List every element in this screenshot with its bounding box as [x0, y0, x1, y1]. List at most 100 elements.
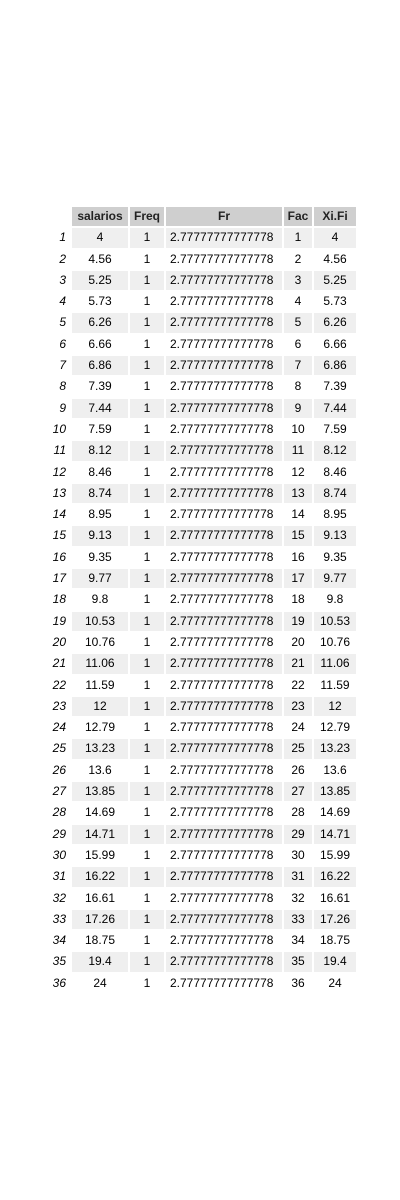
cell-salarios[interactable]: 12.79	[72, 718, 128, 738]
cell-fr[interactable]: 2.77777777777778	[166, 270, 282, 291]
cell-fac[interactable]: 19	[284, 611, 312, 631]
cell-salarios[interactable]: 18.75	[72, 931, 128, 951]
cell-fac[interactable]: 5	[284, 313, 312, 333]
cell-fac[interactable]: 31	[284, 867, 312, 887]
cell-fr[interactable]: 2.77777777777778	[166, 419, 282, 440]
cell-xifi[interactable]: 14.69	[314, 803, 356, 823]
cell-salarios[interactable]: 6.66	[72, 334, 128, 355]
cell-freq[interactable]: 1	[130, 270, 164, 291]
cell-xifi[interactable]: 9.77	[314, 569, 356, 589]
cell-freq[interactable]: 1	[130, 803, 164, 823]
cell-freq[interactable]: 1	[130, 888, 164, 908]
cell-salarios[interactable]: 5.73	[72, 292, 128, 312]
cell-fr[interactable]: 2.77777777777778	[166, 973, 282, 993]
cell-fr[interactable]: 2.77777777777778	[166, 803, 282, 823]
cell-salarios[interactable]: 6.86	[72, 356, 128, 376]
cell-freq[interactable]: 1	[130, 228, 164, 248]
cell-xifi[interactable]: 17.26	[314, 909, 356, 930]
cell-freq[interactable]: 1	[130, 782, 164, 802]
cell-salarios[interactable]: 8.12	[72, 441, 128, 461]
cell-fac[interactable]: 2	[284, 249, 312, 269]
cell-xifi[interactable]: 14.71	[314, 824, 356, 844]
cell-xifi[interactable]: 13.6	[314, 760, 356, 781]
cell-fr[interactable]: 2.77777777777778	[166, 313, 282, 333]
cell-freq[interactable]: 1	[130, 313, 164, 333]
cell-salarios[interactable]: 6.26	[72, 313, 128, 333]
cell-salarios[interactable]: 8.95	[72, 505, 128, 525]
cell-xifi[interactable]: 12.79	[314, 718, 356, 738]
cell-fr[interactable]: 2.77777777777778	[166, 377, 282, 397]
cell-fac[interactable]: 25	[284, 739, 312, 759]
cell-fac[interactable]: 6	[284, 334, 312, 355]
cell-freq[interactable]: 1	[130, 334, 164, 355]
cell-xifi[interactable]: 7.44	[314, 398, 356, 418]
cell-xifi[interactable]: 10.76	[314, 632, 356, 653]
cell-salarios[interactable]: 5.25	[72, 270, 128, 291]
cell-xifi[interactable]: 15.99	[314, 845, 356, 866]
cell-fac[interactable]: 20	[284, 632, 312, 653]
cell-fac[interactable]: 27	[284, 782, 312, 802]
column-header-fr[interactable]: Fr	[166, 207, 282, 227]
cell-freq[interactable]: 1	[130, 739, 164, 759]
cell-salarios[interactable]: 11.06	[72, 654, 128, 674]
cell-freq[interactable]: 1	[130, 377, 164, 397]
cell-salarios[interactable]: 9.35	[72, 547, 128, 568]
cell-fr[interactable]: 2.77777777777778	[166, 334, 282, 355]
cell-fac[interactable]: 13	[284, 483, 312, 504]
cell-freq[interactable]: 1	[130, 845, 164, 866]
cell-fr[interactable]: 2.77777777777778	[166, 590, 282, 610]
cell-xifi[interactable]: 11.59	[314, 675, 356, 695]
cell-xifi[interactable]: 8.95	[314, 505, 356, 525]
cell-salarios[interactable]: 7.39	[72, 377, 128, 397]
cell-fr[interactable]: 2.77777777777778	[166, 782, 282, 802]
cell-fac[interactable]: 15	[284, 526, 312, 546]
cell-fac[interactable]: 10	[284, 419, 312, 440]
cell-xifi[interactable]: 11.06	[314, 654, 356, 674]
column-header-xifi[interactable]: Xi.Fi	[314, 207, 356, 227]
cell-fac[interactable]: 26	[284, 760, 312, 781]
cell-freq[interactable]: 1	[130, 462, 164, 482]
cell-xifi[interactable]: 7.39	[314, 377, 356, 397]
cell-salarios[interactable]: 9.8	[72, 590, 128, 610]
cell-xifi[interactable]: 5.25	[314, 270, 356, 291]
cell-salarios[interactable]: 24	[72, 973, 128, 993]
cell-fac[interactable]: 21	[284, 654, 312, 674]
cell-xifi[interactable]: 19.4	[314, 952, 356, 972]
cell-freq[interactable]: 1	[130, 441, 164, 461]
cell-freq[interactable]: 1	[130, 909, 164, 930]
cell-salarios[interactable]: 12	[72, 696, 128, 717]
cell-salarios[interactable]: 8.74	[72, 483, 128, 504]
cell-salarios[interactable]: 9.13	[72, 526, 128, 546]
cell-freq[interactable]: 1	[130, 654, 164, 674]
cell-fac[interactable]: 14	[284, 505, 312, 525]
cell-xifi[interactable]: 7.59	[314, 419, 356, 440]
cell-freq[interactable]: 1	[130, 292, 164, 312]
cell-freq[interactable]: 1	[130, 973, 164, 993]
cell-fac[interactable]: 32	[284, 888, 312, 908]
cell-fac[interactable]: 16	[284, 547, 312, 568]
cell-fr[interactable]: 2.77777777777778	[166, 441, 282, 461]
cell-freq[interactable]: 1	[130, 356, 164, 376]
cell-salarios[interactable]: 19.4	[72, 952, 128, 972]
cell-xifi[interactable]: 6.66	[314, 334, 356, 355]
cell-fr[interactable]: 2.77777777777778	[166, 909, 282, 930]
cell-xifi[interactable]: 18.75	[314, 931, 356, 951]
cell-freq[interactable]: 1	[130, 547, 164, 568]
cell-fac[interactable]: 12	[284, 462, 312, 482]
cell-fac[interactable]: 23	[284, 696, 312, 717]
cell-fr[interactable]: 2.77777777777778	[166, 718, 282, 738]
cell-fac[interactable]: 35	[284, 952, 312, 972]
cell-salarios[interactable]: 13.85	[72, 782, 128, 802]
cell-fr[interactable]: 2.77777777777778	[166, 952, 282, 972]
cell-fr[interactable]: 2.77777777777778	[166, 888, 282, 908]
cell-salarios[interactable]: 17.26	[72, 909, 128, 930]
cell-salarios[interactable]: 14.71	[72, 824, 128, 844]
cell-fr[interactable]: 2.77777777777778	[166, 292, 282, 312]
cell-fac[interactable]: 7	[284, 356, 312, 376]
cell-salarios[interactable]: 13.23	[72, 739, 128, 759]
cell-fr[interactable]: 2.77777777777778	[166, 611, 282, 631]
cell-salarios[interactable]: 7.59	[72, 419, 128, 440]
cell-freq[interactable]: 1	[130, 398, 164, 418]
cell-xifi[interactable]: 10.53	[314, 611, 356, 631]
cell-salarios[interactable]: 4.56	[72, 249, 128, 269]
